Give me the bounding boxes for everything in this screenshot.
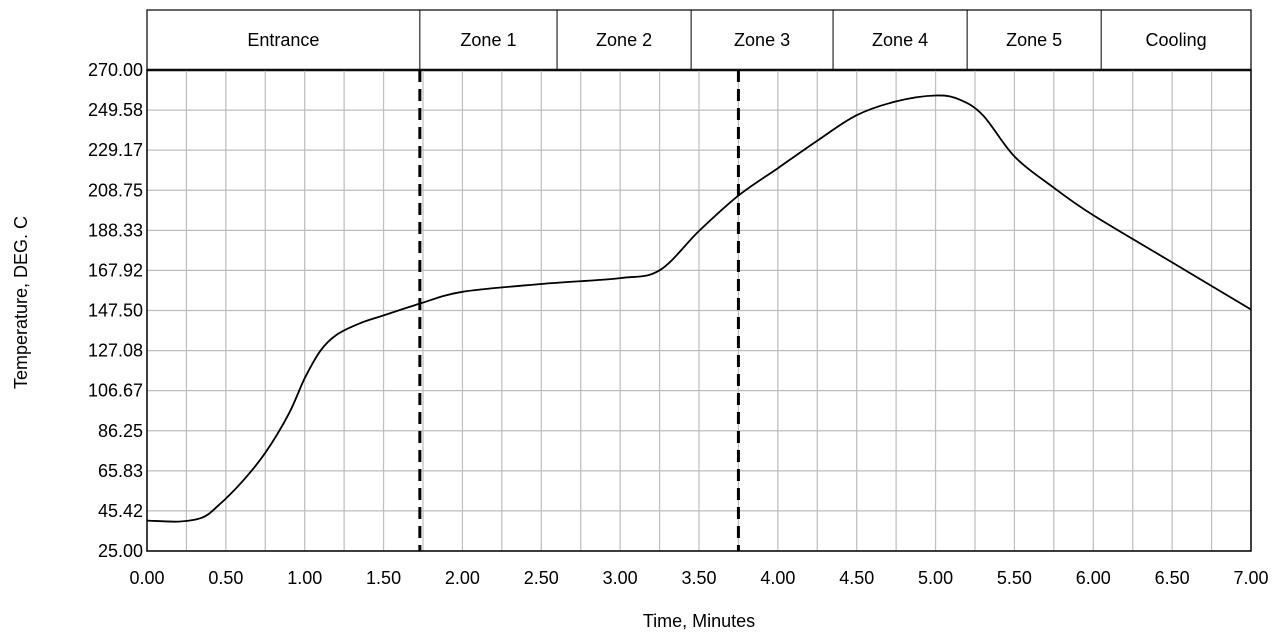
zone-label: Cooling [1146, 30, 1207, 50]
y-tick-label: 45.42 [98, 501, 143, 521]
x-tick-label: 4.50 [839, 568, 874, 588]
zone-bar-frame [146, 9, 1252, 71]
y-tick-label: 86.25 [98, 421, 143, 441]
y-tick-labels: 270.00 249.58 229.17 208.75 188.33 167.92 147.… [88, 60, 143, 561]
x-tick-label: 3.00 [603, 568, 638, 588]
x-tick-label: 7.00 [1233, 568, 1268, 588]
y-tick-label: 270.00 [88, 60, 143, 80]
y-tick-label: 106.67 [88, 381, 143, 401]
y-tick-label: 167.92 [88, 260, 143, 280]
zone-label: Zone 1 [460, 30, 516, 50]
x-tick-label: 0.50 [208, 568, 243, 588]
x-tick-label: 2.50 [524, 568, 559, 588]
x-tick-label: 2.00 [445, 568, 480, 588]
x-tick-label: 3.50 [681, 568, 716, 588]
temperature-line [146, 94, 1252, 523]
series-lines [146, 94, 1252, 523]
zone-label: Entrance [247, 30, 319, 50]
y-tick-label: 127.08 [88, 341, 143, 361]
x-tick-label: 5.50 [997, 568, 1032, 588]
zone-label: Zone 3 [734, 30, 790, 50]
y-tick-label: 229.17 [88, 140, 143, 160]
x-tick-label: 1.50 [366, 568, 401, 588]
plot-frame [146, 69, 1252, 552]
y-tick-label: 25.00 [98, 541, 143, 561]
x-tick-label: 4.00 [760, 568, 795, 588]
y-tick-label: 188.33 [88, 220, 143, 240]
y-tick-label: 65.83 [98, 461, 143, 481]
grid-lines [147, 69, 1251, 552]
x-tick-labels: 0.00 0.50 1.00 1.50 2.00 2.50 3.00 3.50 4.00 4.50… [129, 568, 1268, 588]
y-tick-label: 208.75 [88, 180, 143, 200]
zone-label: Zone 4 [872, 30, 928, 50]
x-tick-label: 5.00 [918, 568, 953, 588]
x-tick-label: 0.00 [129, 568, 164, 588]
x-tick-label: 1.00 [287, 568, 322, 588]
x-axis-label: Time, Minutes [643, 611, 755, 631]
y-tick-label: 147.50 [88, 301, 143, 321]
y-tick-label: 249.58 [88, 100, 143, 120]
zone-boundary-dashed-lines [418, 70, 740, 551]
y-axis-label: Temperature, DEG. C [11, 216, 31, 389]
x-tick-label: 6.00 [1076, 568, 1111, 588]
zone-label: Zone 2 [596, 30, 652, 50]
zone-header-bar: Entrance Zone 1 Zone 2 Zone 3 Zone 4 Zone 5 Co… [146, 9, 1252, 72]
zone-label: Zone 5 [1006, 30, 1062, 50]
x-tick-label: 6.50 [1155, 568, 1190, 588]
